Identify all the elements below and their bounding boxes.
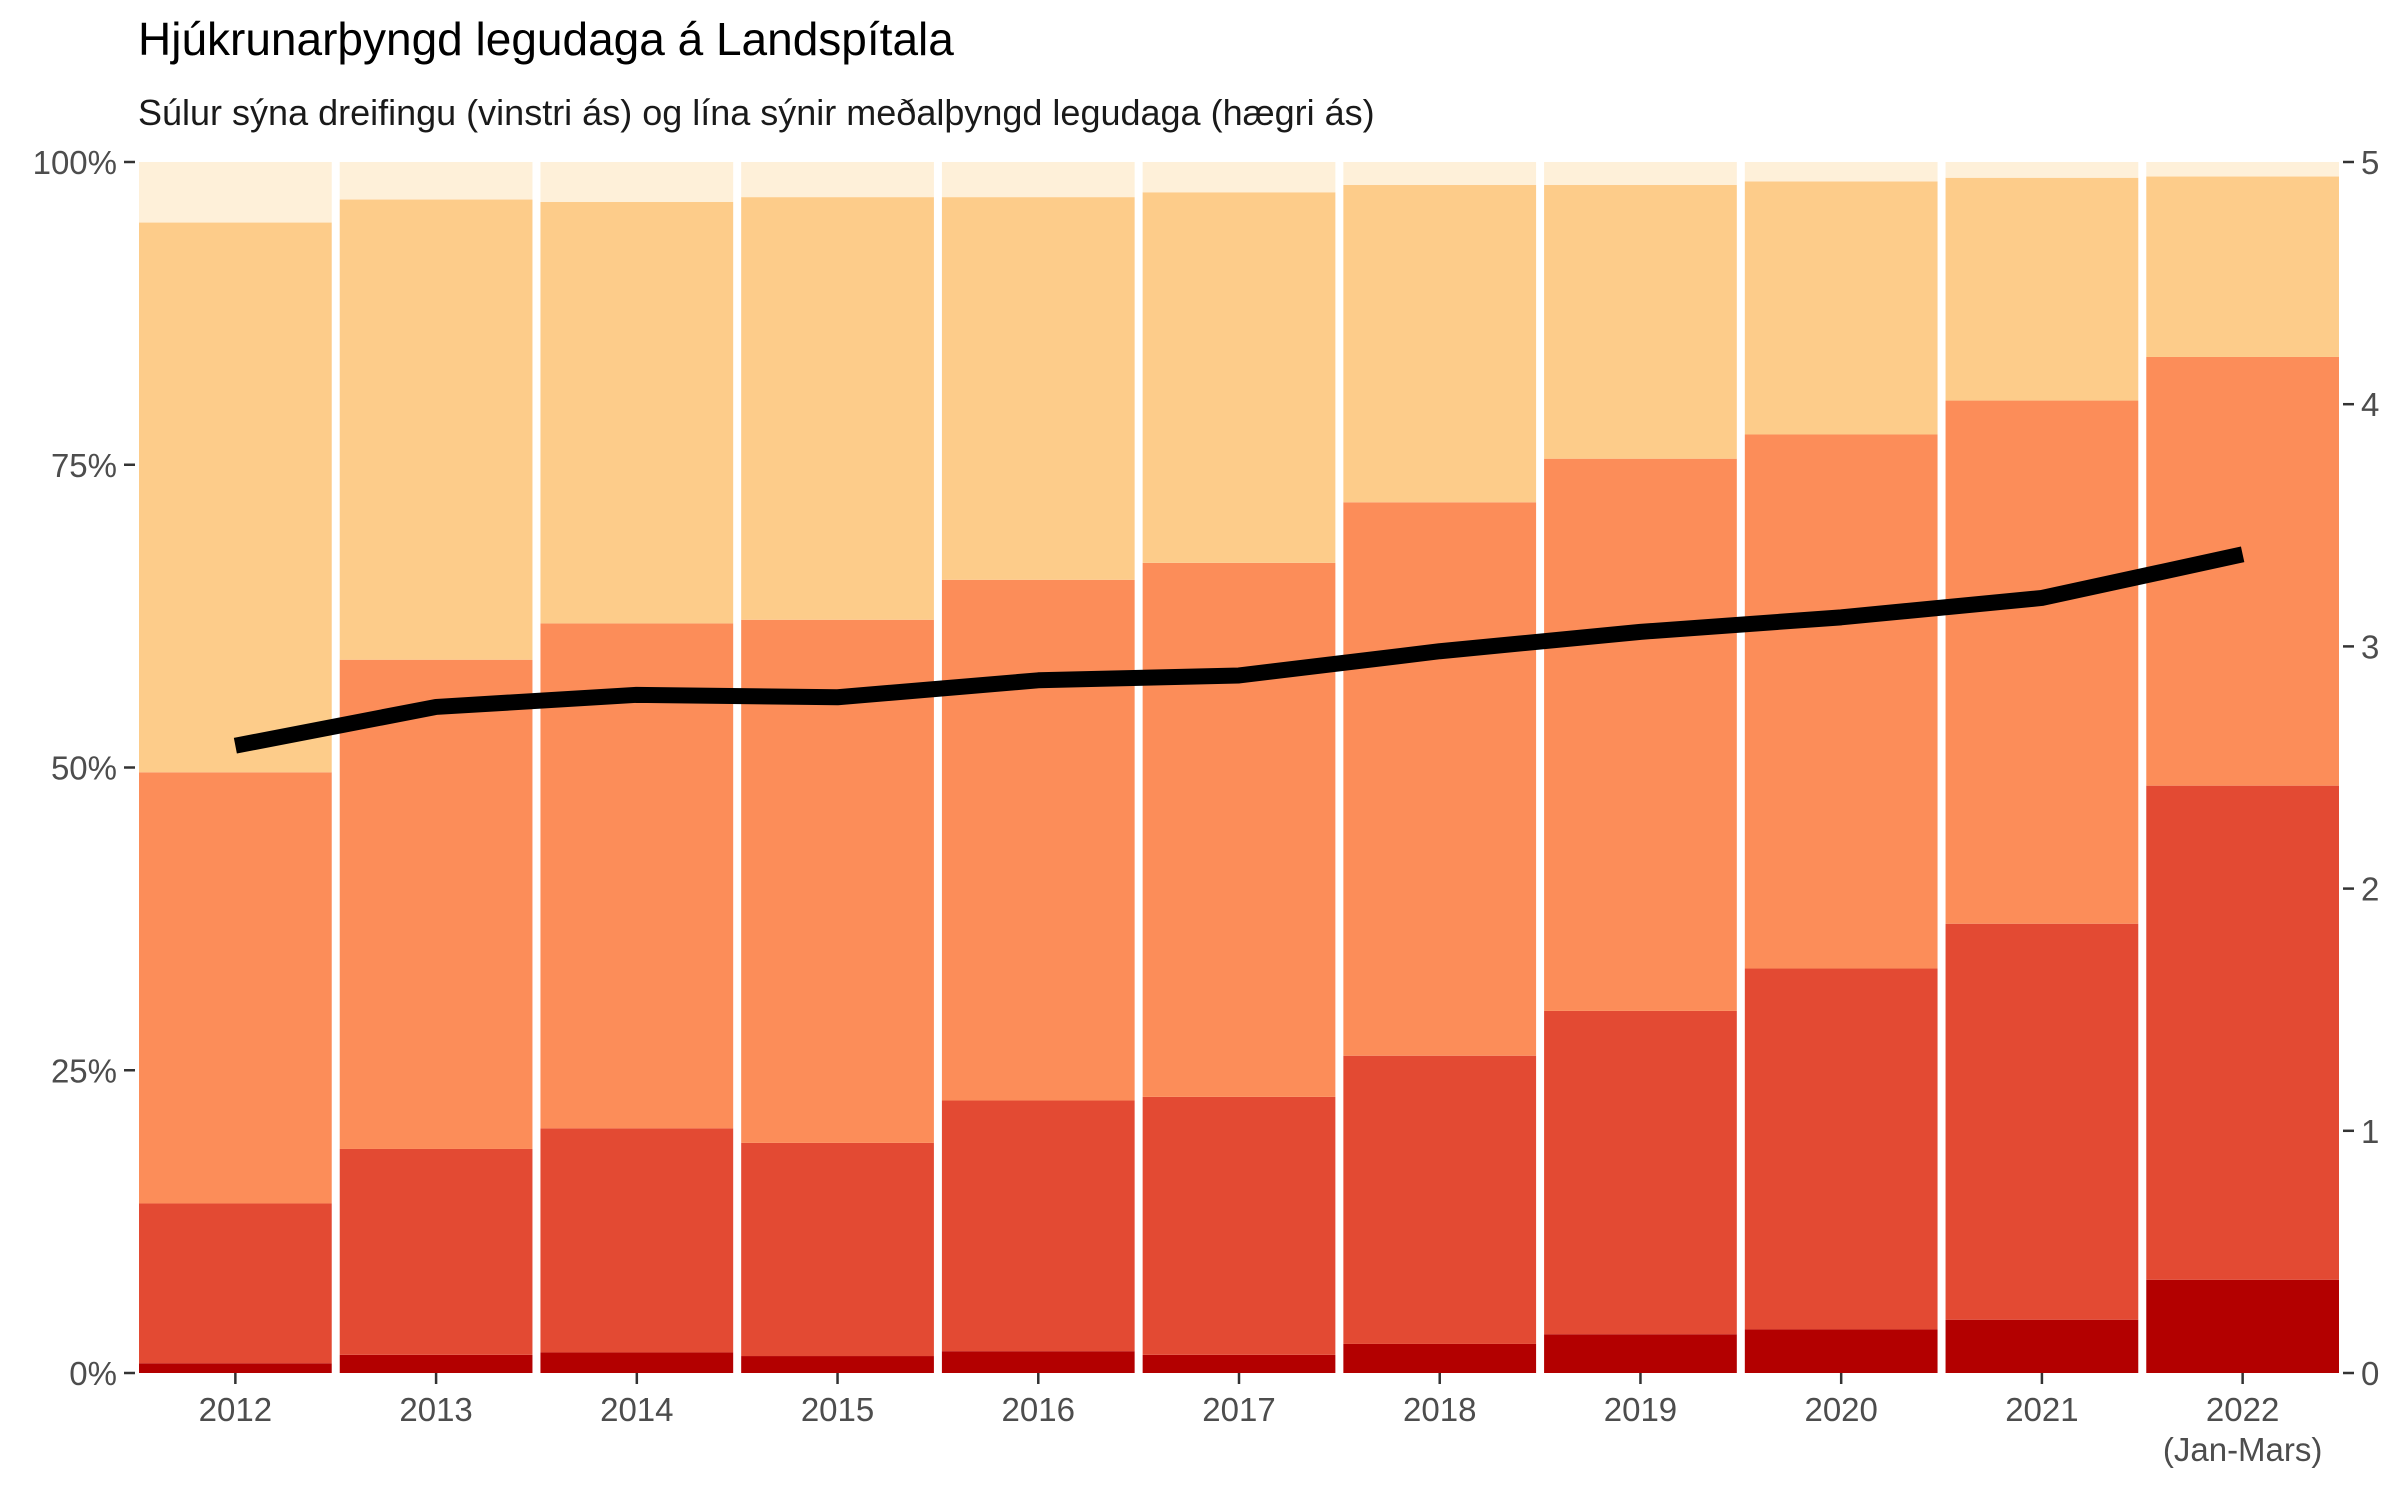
right-tick-label: 5 xyxy=(2361,144,2379,181)
bar-segment-2012-3 xyxy=(139,772,332,1204)
bar-segment-2012-5 xyxy=(139,162,332,223)
bar-segment-2016-3 xyxy=(941,579,1135,1101)
bar-segment-2019-3 xyxy=(1544,458,1737,1011)
chart-subtitle: Súlur sýna dreifingu (vinstri ás) og lín… xyxy=(138,92,1375,133)
bar-segment-2021-2 xyxy=(1945,923,2139,1320)
bar-layer xyxy=(139,162,2339,1373)
right-tick-label: 4 xyxy=(2361,386,2379,423)
x-tick-label: 2017 xyxy=(1202,1391,1275,1428)
x-tick-label: 2015 xyxy=(801,1391,874,1428)
x-tick-label: 2013 xyxy=(399,1391,472,1428)
bar-segment-2022-4 xyxy=(2146,176,2339,357)
left-tick-label: 75% xyxy=(51,447,117,484)
bar-segment-2012-1 xyxy=(139,1363,332,1373)
bar-segment-2014-3 xyxy=(540,623,734,1129)
bar-segment-2014-4 xyxy=(540,201,734,624)
x-tick-label: 2020 xyxy=(1804,1391,1877,1428)
bar-segment-2012-2 xyxy=(139,1203,332,1364)
bar-segment-2013-5 xyxy=(339,162,533,200)
x-tick-label: 2019 xyxy=(1604,1391,1677,1428)
right-tick-label: 3 xyxy=(2361,628,2379,665)
bar-segment-2020-1 xyxy=(1744,1329,1938,1373)
bar-segment-2017-5 xyxy=(1142,162,1336,193)
bar-segment-2017-2 xyxy=(1142,1096,1336,1355)
bar-segment-2015-3 xyxy=(741,619,934,1143)
bar-segment-2014-5 xyxy=(540,162,734,202)
bar-segment-2015-2 xyxy=(741,1142,934,1357)
left-tick-label: 25% xyxy=(51,1052,117,1089)
x-tick-sublabel: (Jan-Mars) xyxy=(2163,1431,2323,1468)
right-tick-label: 1 xyxy=(2361,1113,2379,1150)
bar-segment-2013-3 xyxy=(339,659,533,1149)
bar-segment-2017-4 xyxy=(1142,192,1336,563)
x-tick-label: 2022 xyxy=(2206,1391,2279,1428)
bar-segment-2013-4 xyxy=(339,199,533,660)
bar-segment-2019-4 xyxy=(1544,185,1737,459)
bar-segment-2019-5 xyxy=(1544,162,1737,186)
bar-segment-2017-1 xyxy=(1142,1354,1336,1373)
bar-segment-2015-1 xyxy=(741,1356,934,1373)
right-tick-label: 0 xyxy=(2361,1355,2379,1392)
right-axis: 0 1 2 3 4 5 xyxy=(2343,144,2379,1392)
bar-segment-2020-4 xyxy=(1744,181,1938,435)
bar-segment-2022-1 xyxy=(2146,1279,2339,1373)
bar-segment-2020-2 xyxy=(1744,968,1938,1330)
bottom-axis: 2012 2013 2014 2015 2016 2017 2018 2019 2020 2021… xyxy=(199,1373,2323,1468)
bar-segment-2013-1 xyxy=(339,1354,533,1373)
line-layer xyxy=(233,546,2245,754)
left-tick-label: 100% xyxy=(33,144,117,181)
bar-segment-2014-1 xyxy=(540,1352,734,1373)
left-tick-label: 50% xyxy=(51,750,117,787)
bar-segment-2018-4 xyxy=(1343,185,1537,503)
bar-segment-2016-2 xyxy=(941,1100,1135,1352)
x-tick-label: 2014 xyxy=(600,1391,673,1428)
bar-segment-2018-2 xyxy=(1343,1055,1537,1344)
left-axis: 0% 25% 50% 75% 100% xyxy=(33,144,135,1392)
x-tick-label: 2021 xyxy=(2005,1391,2078,1428)
bar-segment-2017-3 xyxy=(1142,562,1336,1097)
bar-segment-2015-4 xyxy=(741,197,934,620)
bar-segment-2016-1 xyxy=(941,1351,1135,1373)
chart-title: Hjúkrunarþyngd legudaga á Landspítala xyxy=(138,13,954,65)
bar-segment-2019-1 xyxy=(1544,1334,1737,1373)
bar-segment-2018-3 xyxy=(1343,502,1537,1056)
x-tick-label: 2016 xyxy=(1002,1391,1075,1428)
bar-segment-2021-4 xyxy=(1945,177,2139,401)
bar-segment-2013-2 xyxy=(339,1148,533,1355)
bar-segment-2016-5 xyxy=(941,162,1135,198)
bar-segment-2012-4 xyxy=(139,222,332,773)
bar-segment-2016-4 xyxy=(941,197,1135,580)
mean-line xyxy=(233,546,2245,754)
x-tick-label: 2012 xyxy=(199,1391,272,1428)
bar-segment-2019-2 xyxy=(1544,1010,1737,1335)
bar-segment-2018-1 xyxy=(1343,1343,1537,1373)
bar-segment-2020-3 xyxy=(1744,434,1938,969)
bar-segment-2014-2 xyxy=(540,1128,734,1353)
x-tick-label: 2018 xyxy=(1403,1391,1476,1428)
bar-segment-2021-3 xyxy=(1945,400,2139,924)
left-tick-label: 0% xyxy=(69,1355,117,1392)
bar-segment-2021-1 xyxy=(1945,1319,2139,1373)
bar-segment-2021-5 xyxy=(1945,162,2139,178)
bar-segment-2018-5 xyxy=(1343,162,1537,186)
bar-segment-2020-5 xyxy=(1744,162,1938,182)
bar-segment-2022-5 xyxy=(2146,162,2339,177)
bar-segment-2015-5 xyxy=(741,162,934,198)
right-tick-label: 2 xyxy=(2361,871,2379,908)
bar-segment-2022-2 xyxy=(2146,785,2339,1280)
